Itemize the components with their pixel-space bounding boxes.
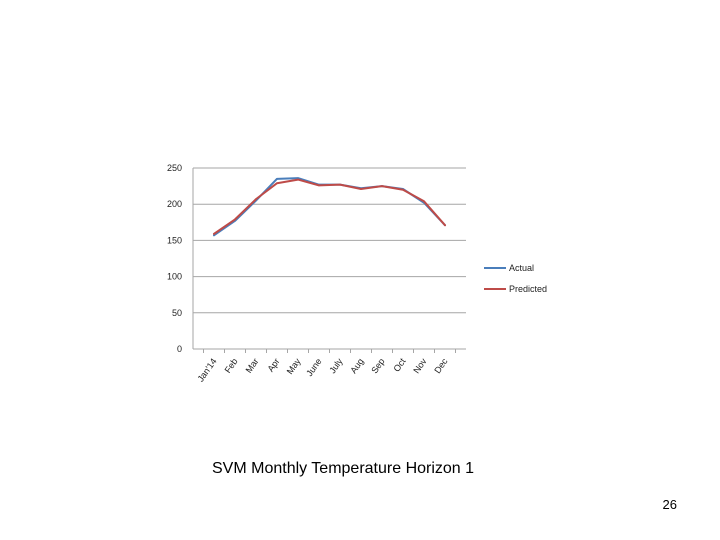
- data-point: [339, 183, 341, 186]
- y-tick-label: 50: [172, 308, 182, 318]
- data-point: [213, 233, 215, 235]
- y-axis-ticks: 0 50 100 150 200 250: [167, 163, 182, 354]
- data-point: [234, 218, 236, 221]
- x-tick-label: Feb: [223, 356, 240, 374]
- data-point: [423, 200, 425, 203]
- x-tick-label: Nov: [411, 356, 429, 375]
- x-tick-label: Sep: [369, 356, 386, 375]
- gridlines: [193, 167, 466, 350]
- series-lines: [213, 177, 446, 237]
- legend-label: Actual: [509, 263, 534, 273]
- x-axis-ticks: Jan'14 Feb Mar Apr May June July Aug Sep Oct Nov De…: [195, 356, 450, 384]
- series-line-predicted: [213, 178, 446, 235]
- y-tick-label: 150: [167, 235, 182, 245]
- x-tick-label: Dec: [432, 356, 450, 375]
- x-tick-label: Aug: [348, 356, 365, 375]
- data-point: [297, 178, 299, 181]
- data-point: [318, 184, 320, 187]
- x-tick-label: Oct: [391, 356, 408, 374]
- x-tick-label: July: [327, 356, 345, 375]
- page-number: 26: [662, 497, 677, 512]
- data-point: [276, 178, 278, 180]
- slide-caption: SVM Monthly Temperature Horizon 1: [212, 460, 475, 477]
- data-point: [402, 188, 404, 191]
- y-tick-label: 100: [167, 272, 182, 282]
- data-point: [255, 198, 257, 200]
- x-tick-label: Apr: [265, 356, 281, 373]
- data-point: [381, 185, 383, 187]
- legend-label: Predicted: [509, 284, 547, 294]
- data-point: [444, 224, 446, 226]
- x-tick-label: Jan'14: [195, 356, 218, 383]
- legend: Actual Predicted: [484, 263, 547, 294]
- y-tick-label: 200: [167, 199, 182, 209]
- data-point: [213, 234, 215, 237]
- x-axis: [192, 168, 466, 353]
- data-point: [297, 177, 299, 179]
- y-tick-label: 0: [177, 344, 182, 354]
- data-point: [360, 188, 362, 190]
- x-tick-label: May: [285, 356, 303, 376]
- x-tick-label: Mar: [244, 356, 261, 374]
- x-tick-label: June: [304, 356, 323, 378]
- y-tick-label: 250: [167, 163, 182, 173]
- data-point: [276, 182, 278, 185]
